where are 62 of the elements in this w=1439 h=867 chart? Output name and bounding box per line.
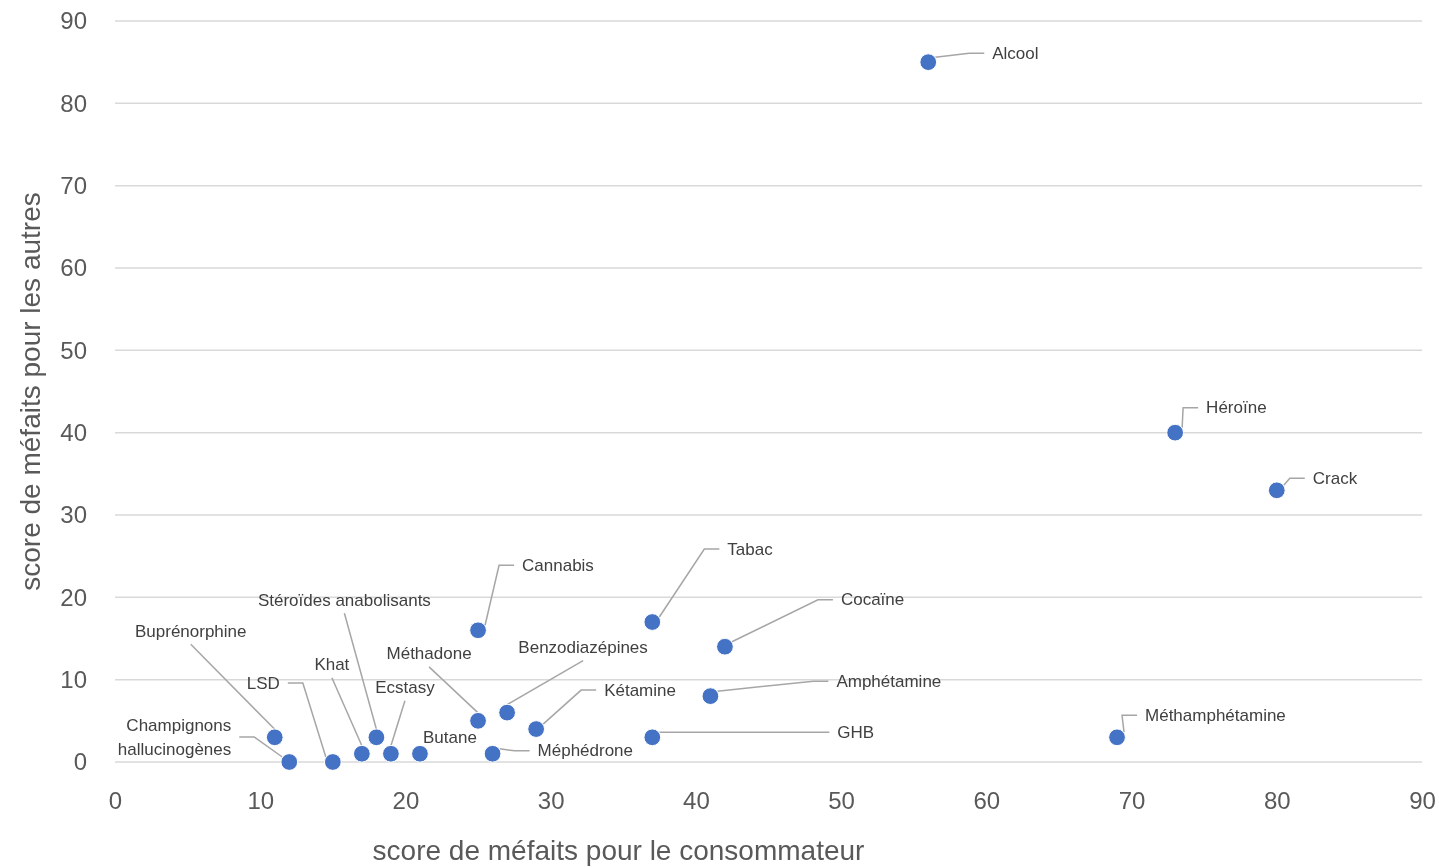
point [265,728,284,747]
annotation: Alcool [992,43,1039,63]
x-tick-label: 40 [683,787,710,815]
point [469,621,487,640]
y-tick-label: 60 [60,254,87,282]
annotation: Héroïne [1206,398,1267,418]
annotation: Champignons hallucinogènes [117,715,232,759]
annotation: LSD [246,673,280,693]
point [483,744,502,763]
x-tick-label: 60 [973,787,1001,815]
y-tick-label: 70 [60,171,87,199]
y-axis-title: score de méfaits pour les autres [15,192,46,591]
point [367,728,386,747]
point [469,711,487,730]
annotation: Buprénorphine [134,621,247,641]
x-tick-label: 80 [1263,787,1291,815]
annotation: Méphédrone [537,741,634,761]
point [1166,423,1184,442]
x-tick-label: 20 [392,787,420,815]
point [527,720,546,738]
point [323,753,342,771]
y-tick-label: 80 [60,89,87,117]
x-tick-label: 0 [108,787,123,815]
y-tick-label: 90 [60,7,87,35]
y-tick-label: 20 [60,583,87,611]
point [382,744,400,763]
point [280,753,299,771]
annotation: Amphétamine [836,671,942,691]
annotation: Cannabis [522,555,594,575]
x-tick-label: 50 [828,787,855,815]
point [701,687,720,705]
y-tick-label: 50 [60,336,87,364]
y-tick-label: 0 [73,748,87,776]
x-tick-label: 10 [247,787,275,815]
x-tick-label: 30 [537,787,565,815]
point [643,728,662,747]
annotation: Butane [423,728,477,748]
annotation: Cocaïne [840,590,905,610]
annotation: Crack [1312,468,1358,488]
point [498,703,516,722]
annotation: Méthadone [386,644,472,664]
annotation: Ecstasy [375,678,436,698]
annotation: Tabac [727,539,774,559]
point [1267,481,1286,500]
point [353,744,371,763]
point [919,53,938,72]
annotation: GHB [837,722,875,742]
y-tick-label: 30 [60,501,87,529]
x-tick-label: 70 [1118,787,1146,815]
point [643,613,662,631]
y-tick-label: 10 [60,665,87,693]
annotation: Khat [314,655,350,675]
annotation: Méthamphétamine [1145,705,1286,725]
x-tick-label: 90 [1409,787,1436,815]
annotation: Benzodiazépines [518,638,648,658]
point [1108,728,1126,747]
point [411,744,429,763]
annotation: Stéroïdes anabolisants [257,590,431,610]
point [716,637,734,656]
y-tick-label: 40 [60,418,87,446]
annotation: Kétamine [604,680,676,700]
x-axis-title: score de méfaits pour le consommateur [372,835,865,866]
